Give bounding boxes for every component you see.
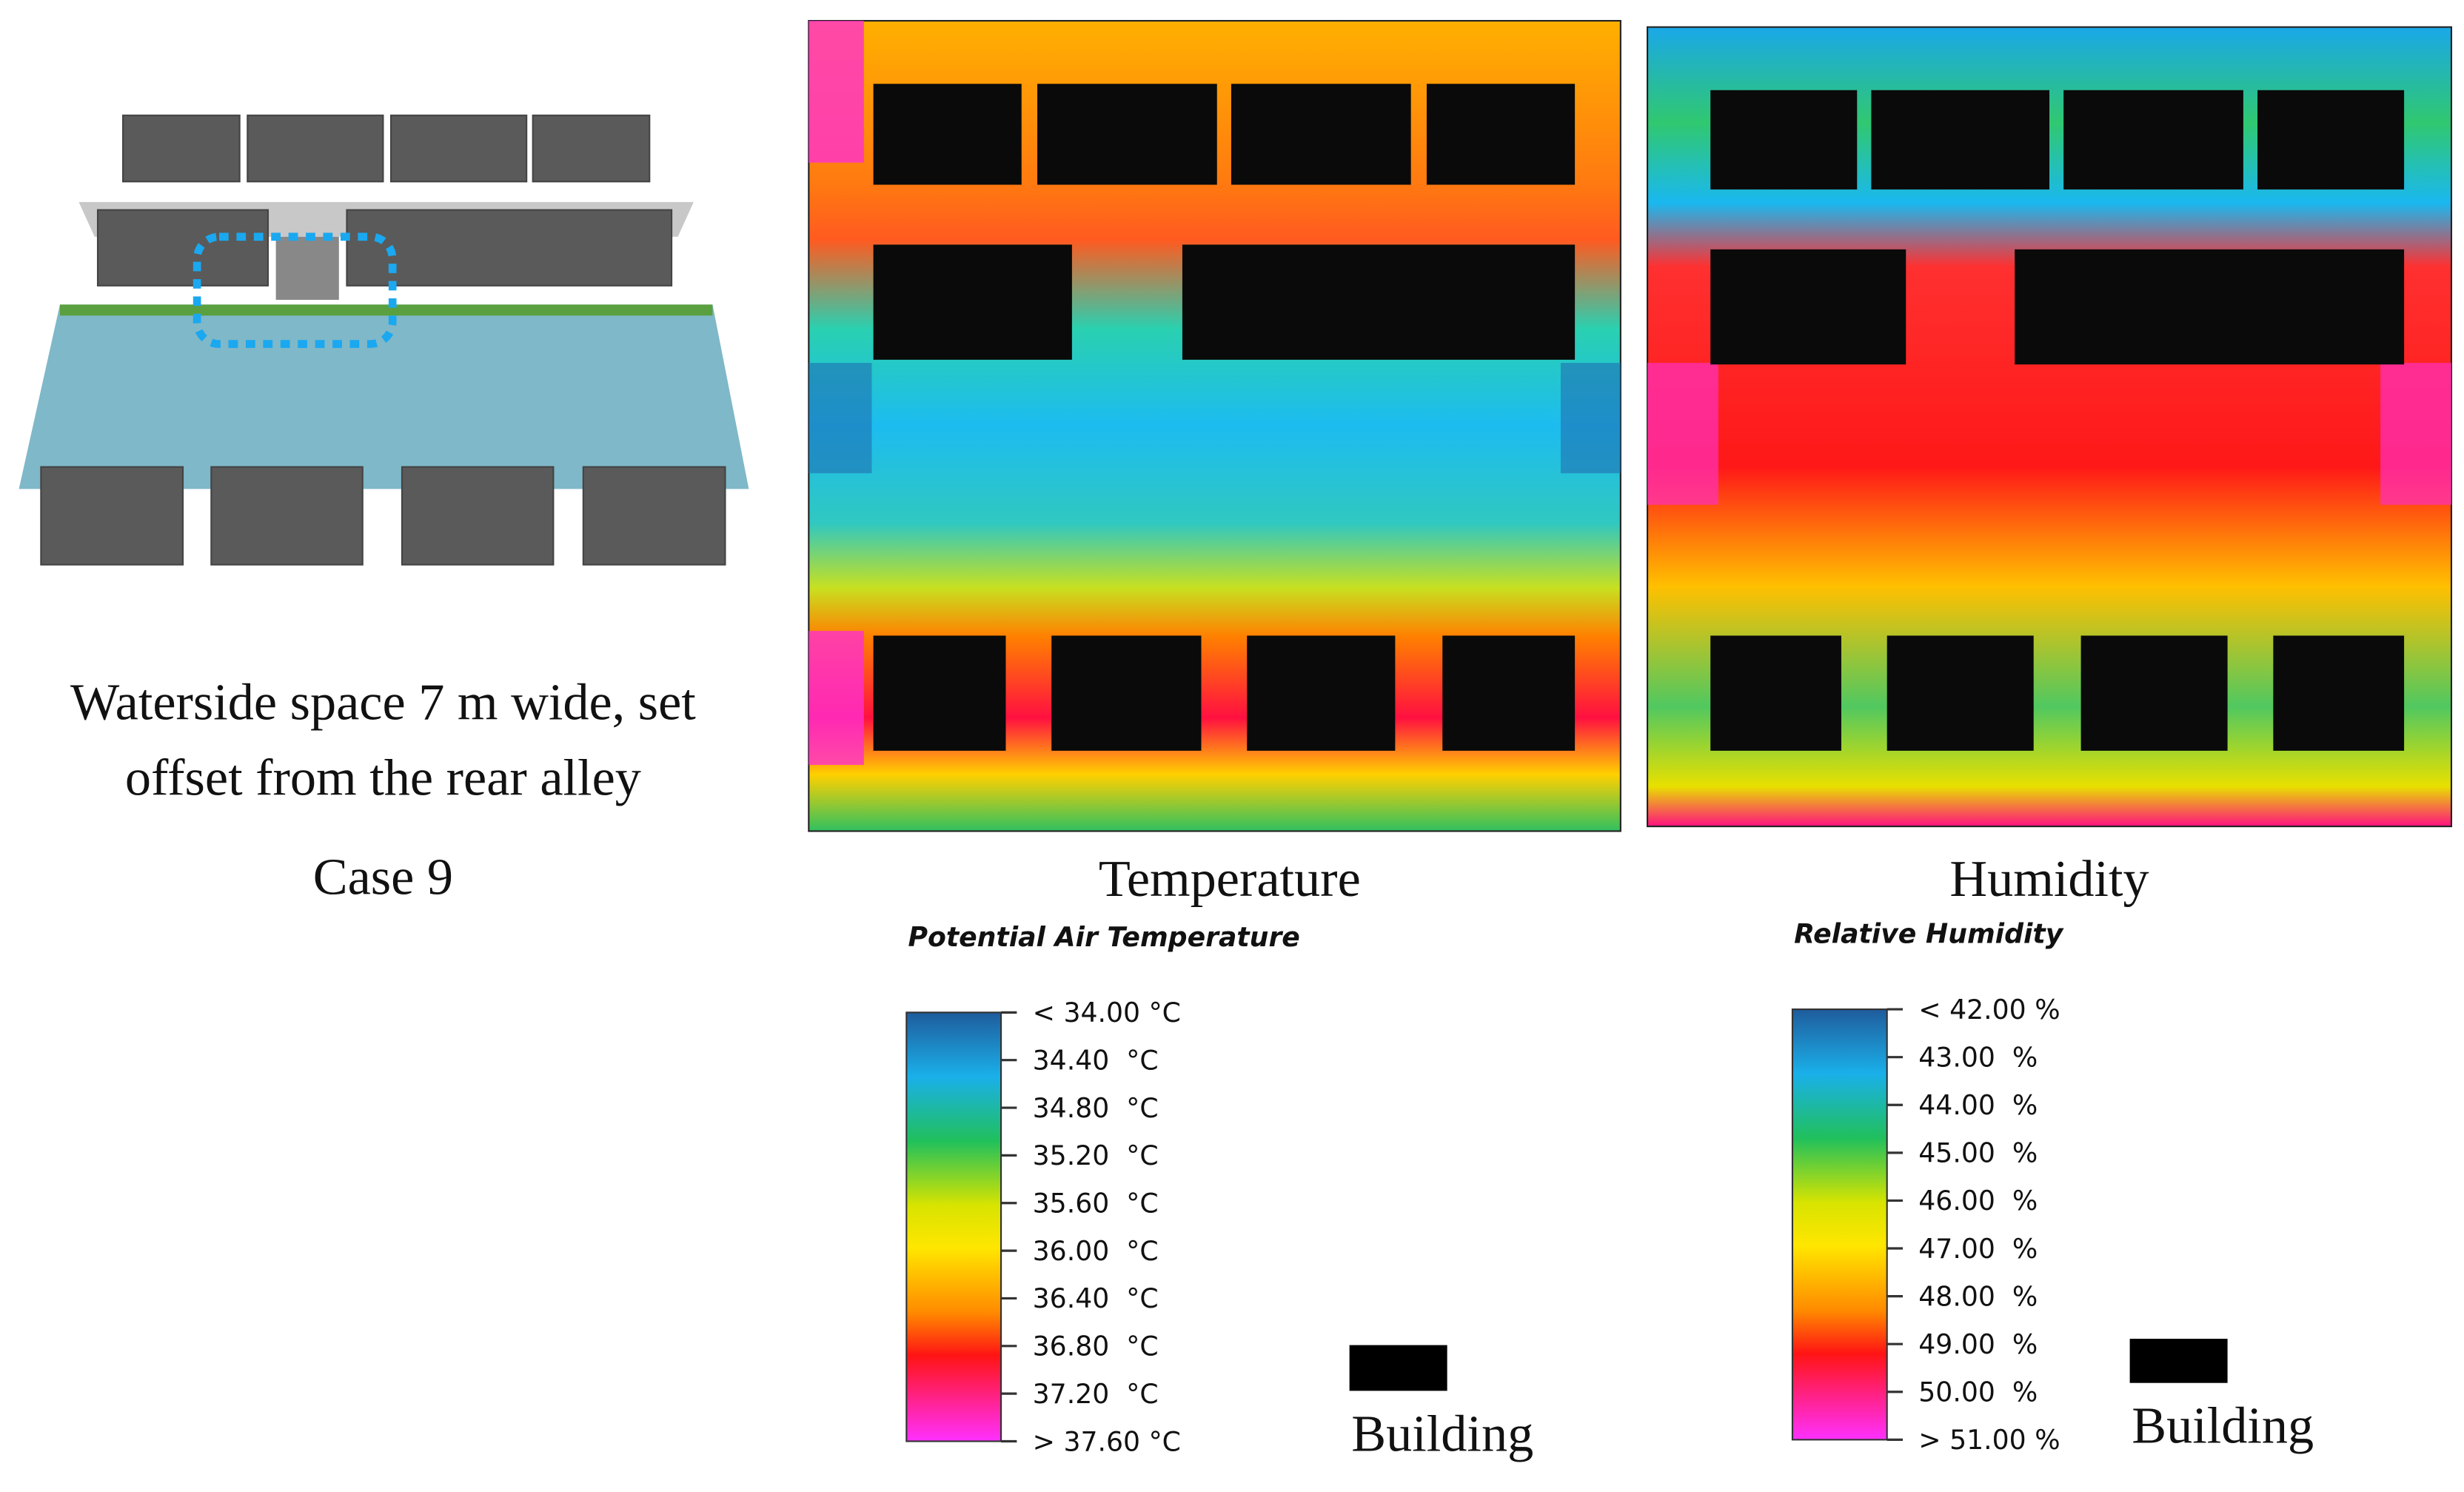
legend-title: Potential Air Temperature — [908, 921, 1299, 953]
panel-label: Humidity — [1949, 850, 2149, 908]
legend-label: 35.60 °C — [1033, 1188, 1159, 1220]
legend-colorbar — [1791, 1008, 1888, 1441]
case-label: Case 9 — [313, 849, 453, 906]
caption-line: offset from the rear alley — [125, 749, 641, 807]
legend-label: 36.40 °C — [1033, 1282, 1159, 1314]
legend-label: 50.00 % — [1918, 1376, 2038, 1408]
legend-colorbar — [905, 1011, 1002, 1442]
humidity-map — [1646, 26, 2453, 828]
legend-label: 36.00 °C — [1033, 1235, 1159, 1267]
legend-label: > 37.60 °C — [1033, 1425, 1181, 1457]
legend-label: 34.80 °C — [1033, 1092, 1159, 1124]
legend-label: 45.00 % — [1918, 1137, 2038, 1169]
legend-label: 36.80 °C — [1033, 1331, 1159, 1362]
building-label: Building — [1351, 1405, 1533, 1462]
temperature-map — [808, 19, 1621, 832]
legend-label: 37.20 °C — [1033, 1378, 1159, 1410]
building-swatch — [2129, 1339, 2228, 1383]
caption-line: Waterside space 7 m wide, set — [70, 673, 696, 731]
legend-label: < 42.00 % — [1918, 994, 2060, 1026]
legend-label: > 51.00 % — [1918, 1424, 2060, 1456]
building-label: Building — [2132, 1397, 2314, 1455]
panel-label: Temperature — [1099, 850, 1361, 908]
legend-label: 47.00 % — [1918, 1233, 2038, 1265]
legend-label: 35.20 °C — [1033, 1140, 1159, 1171]
legend-label: 48.00 % — [1918, 1280, 2038, 1312]
legend-label: 46.00 % — [1918, 1185, 2038, 1217]
scheme-illustration — [19, 114, 749, 566]
legend-label: 43.00 % — [1918, 1041, 2038, 1073]
legend-title: Relative Humidity — [1794, 918, 2064, 950]
legend-label: 34.40 °C — [1033, 1044, 1159, 1076]
building-swatch — [1349, 1345, 1447, 1391]
legend-label: 44.00 % — [1918, 1089, 2038, 1121]
legend-label: 49.00 % — [1918, 1328, 2038, 1360]
legend-label: < 34.00 °C — [1033, 997, 1181, 1028]
